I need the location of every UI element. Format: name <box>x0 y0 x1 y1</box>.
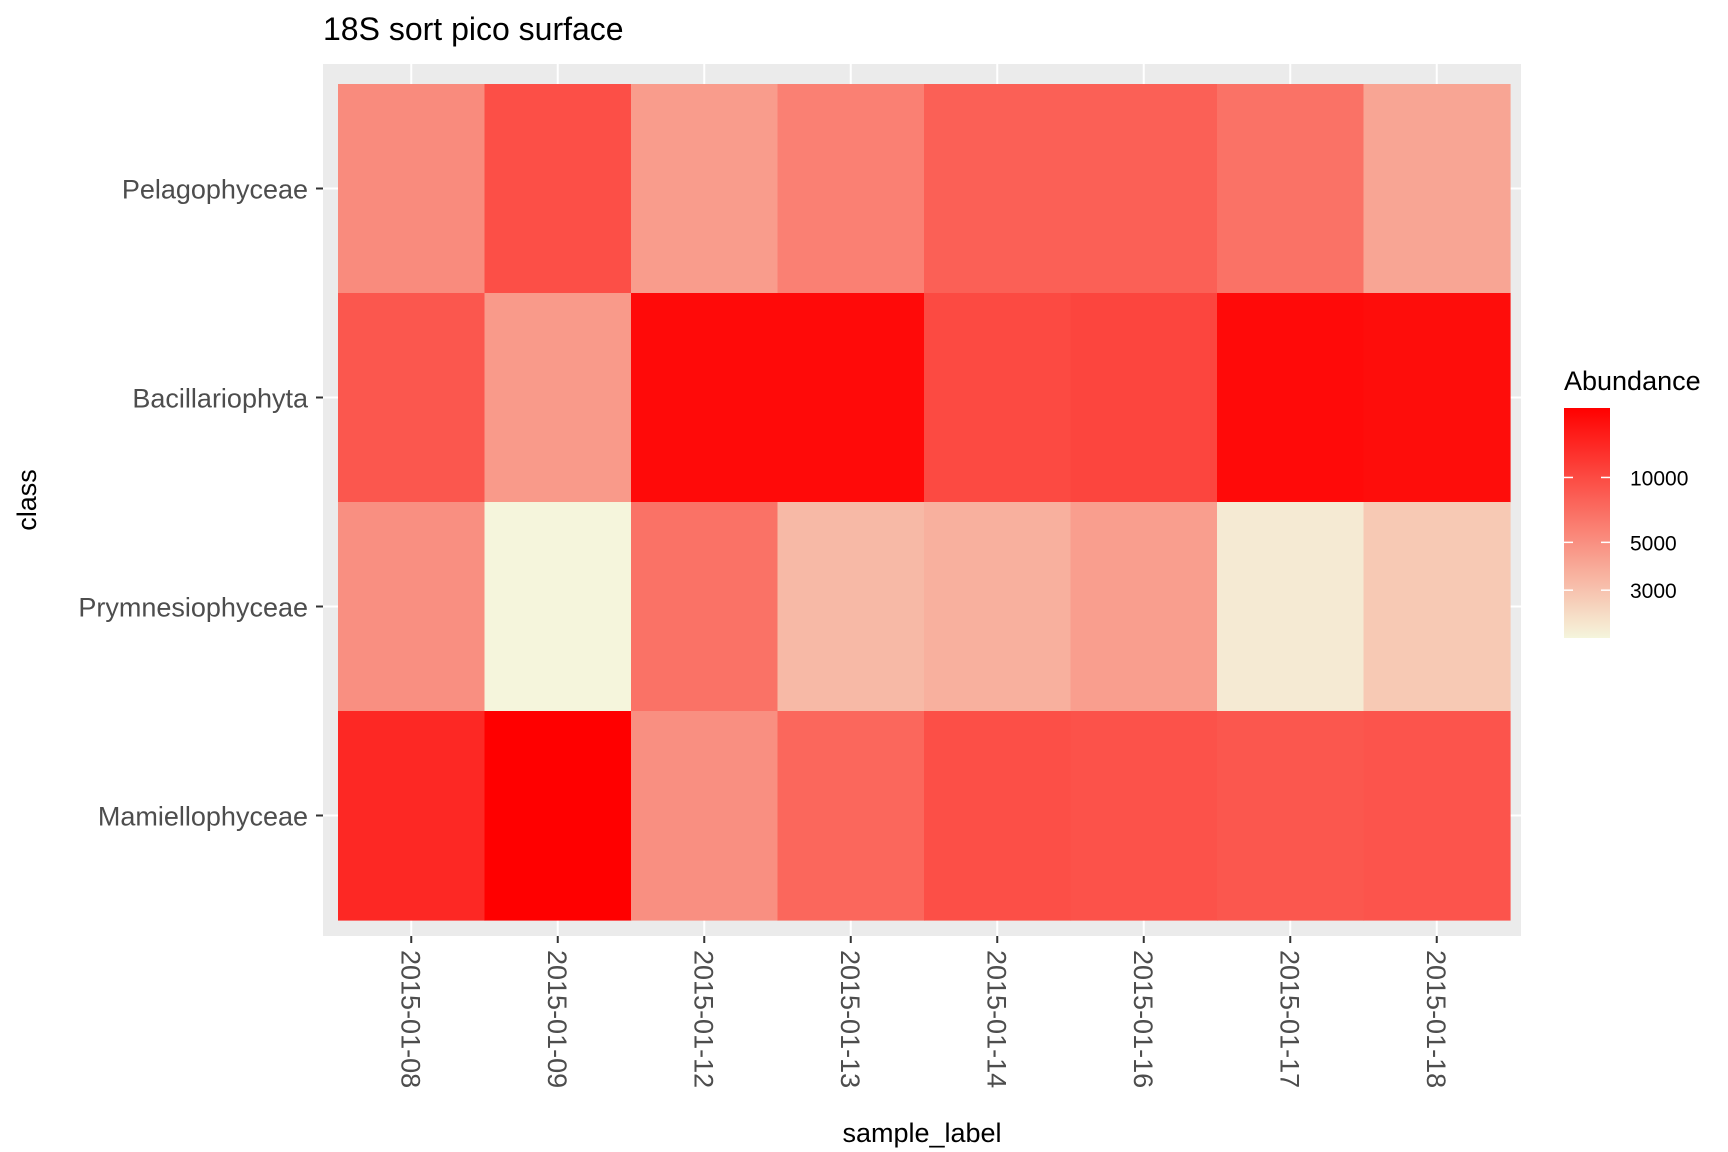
y-tick-label: Prymnesiophyceae <box>78 593 308 623</box>
heatmap-cell <box>924 711 1072 921</box>
heatmap-cell <box>338 293 486 503</box>
legend-colorbar <box>1564 408 1610 638</box>
heatmap-cell <box>777 502 925 712</box>
heatmap-cell <box>1217 84 1365 294</box>
heatmap-cell <box>1217 711 1365 921</box>
x-tick-label: 2015-01-18 <box>1421 950 1451 1088</box>
heatmap-cells <box>338 84 1511 921</box>
heatmap-cell <box>924 84 1072 294</box>
heatmap-cell <box>777 293 925 503</box>
heatmap-cell <box>1217 293 1365 503</box>
legend-title: Abundance <box>1564 366 1701 396</box>
heatmap-cell <box>1363 84 1511 294</box>
heatmap-cell <box>1070 502 1218 712</box>
heatmap-cell <box>1070 84 1218 294</box>
x-tick-label: 2015-01-09 <box>542 950 572 1088</box>
heatmap-cell <box>631 711 779 921</box>
heatmap-cell <box>484 711 632 921</box>
x-tick-label: 2015-01-14 <box>981 950 1011 1088</box>
heatmap-cell <box>631 293 779 503</box>
x-tick-label: 2015-01-08 <box>395 950 425 1088</box>
y-tick-label: Pelagophyceae <box>122 175 308 205</box>
heatmap-cell <box>924 293 1072 503</box>
legend-tick-label: 5000 <box>1630 532 1677 555</box>
heatmap-cell <box>631 84 779 294</box>
heatmap-cell <box>777 711 925 921</box>
heatmap-cell <box>484 293 632 503</box>
y-axis-title: class <box>12 469 42 531</box>
legend-tick-label: 10000 <box>1630 467 1688 490</box>
y-tick-label: Mamiellophyceae <box>98 802 308 832</box>
x-tick-label: 2015-01-16 <box>1128 950 1158 1088</box>
x-axis: 2015-01-08 2015-01-09 2015-01-12 2015-01-13… <box>395 936 1451 1088</box>
heatmap-cell <box>484 502 632 712</box>
heatmap-cell <box>631 502 779 712</box>
heatmap-cell <box>338 711 486 921</box>
heatmap-cell <box>338 84 486 294</box>
heatmap-cell <box>1363 711 1511 921</box>
chart-title: 18S sort pico surface <box>323 11 624 47</box>
heatmap-cell <box>1070 293 1218 503</box>
heatmap-cell <box>924 502 1072 712</box>
x-axis-title: sample_label <box>842 1118 1001 1148</box>
legend: Abundance 3000 5000 10000 <box>1564 366 1701 638</box>
x-tick-label: 2015-01-17 <box>1274 950 1304 1088</box>
x-tick-label: 2015-01-12 <box>688 950 718 1088</box>
heatmap-cell <box>777 84 925 294</box>
y-tick-label: Bacillariophyta <box>132 384 309 414</box>
heatmap-cell <box>1070 711 1218 921</box>
y-axis: Pelagophyceae Bacillariophyta Prymnesiophy… <box>78 175 323 832</box>
x-tick-label: 2015-01-13 <box>835 950 865 1088</box>
legend-tick-label: 3000 <box>1630 580 1677 603</box>
heatmap-cell <box>484 84 632 294</box>
heatmap-cell <box>338 502 486 712</box>
heatmap-cell <box>1363 502 1511 712</box>
heatmap-cell <box>1363 293 1511 503</box>
heatmap-cell <box>1217 502 1365 712</box>
